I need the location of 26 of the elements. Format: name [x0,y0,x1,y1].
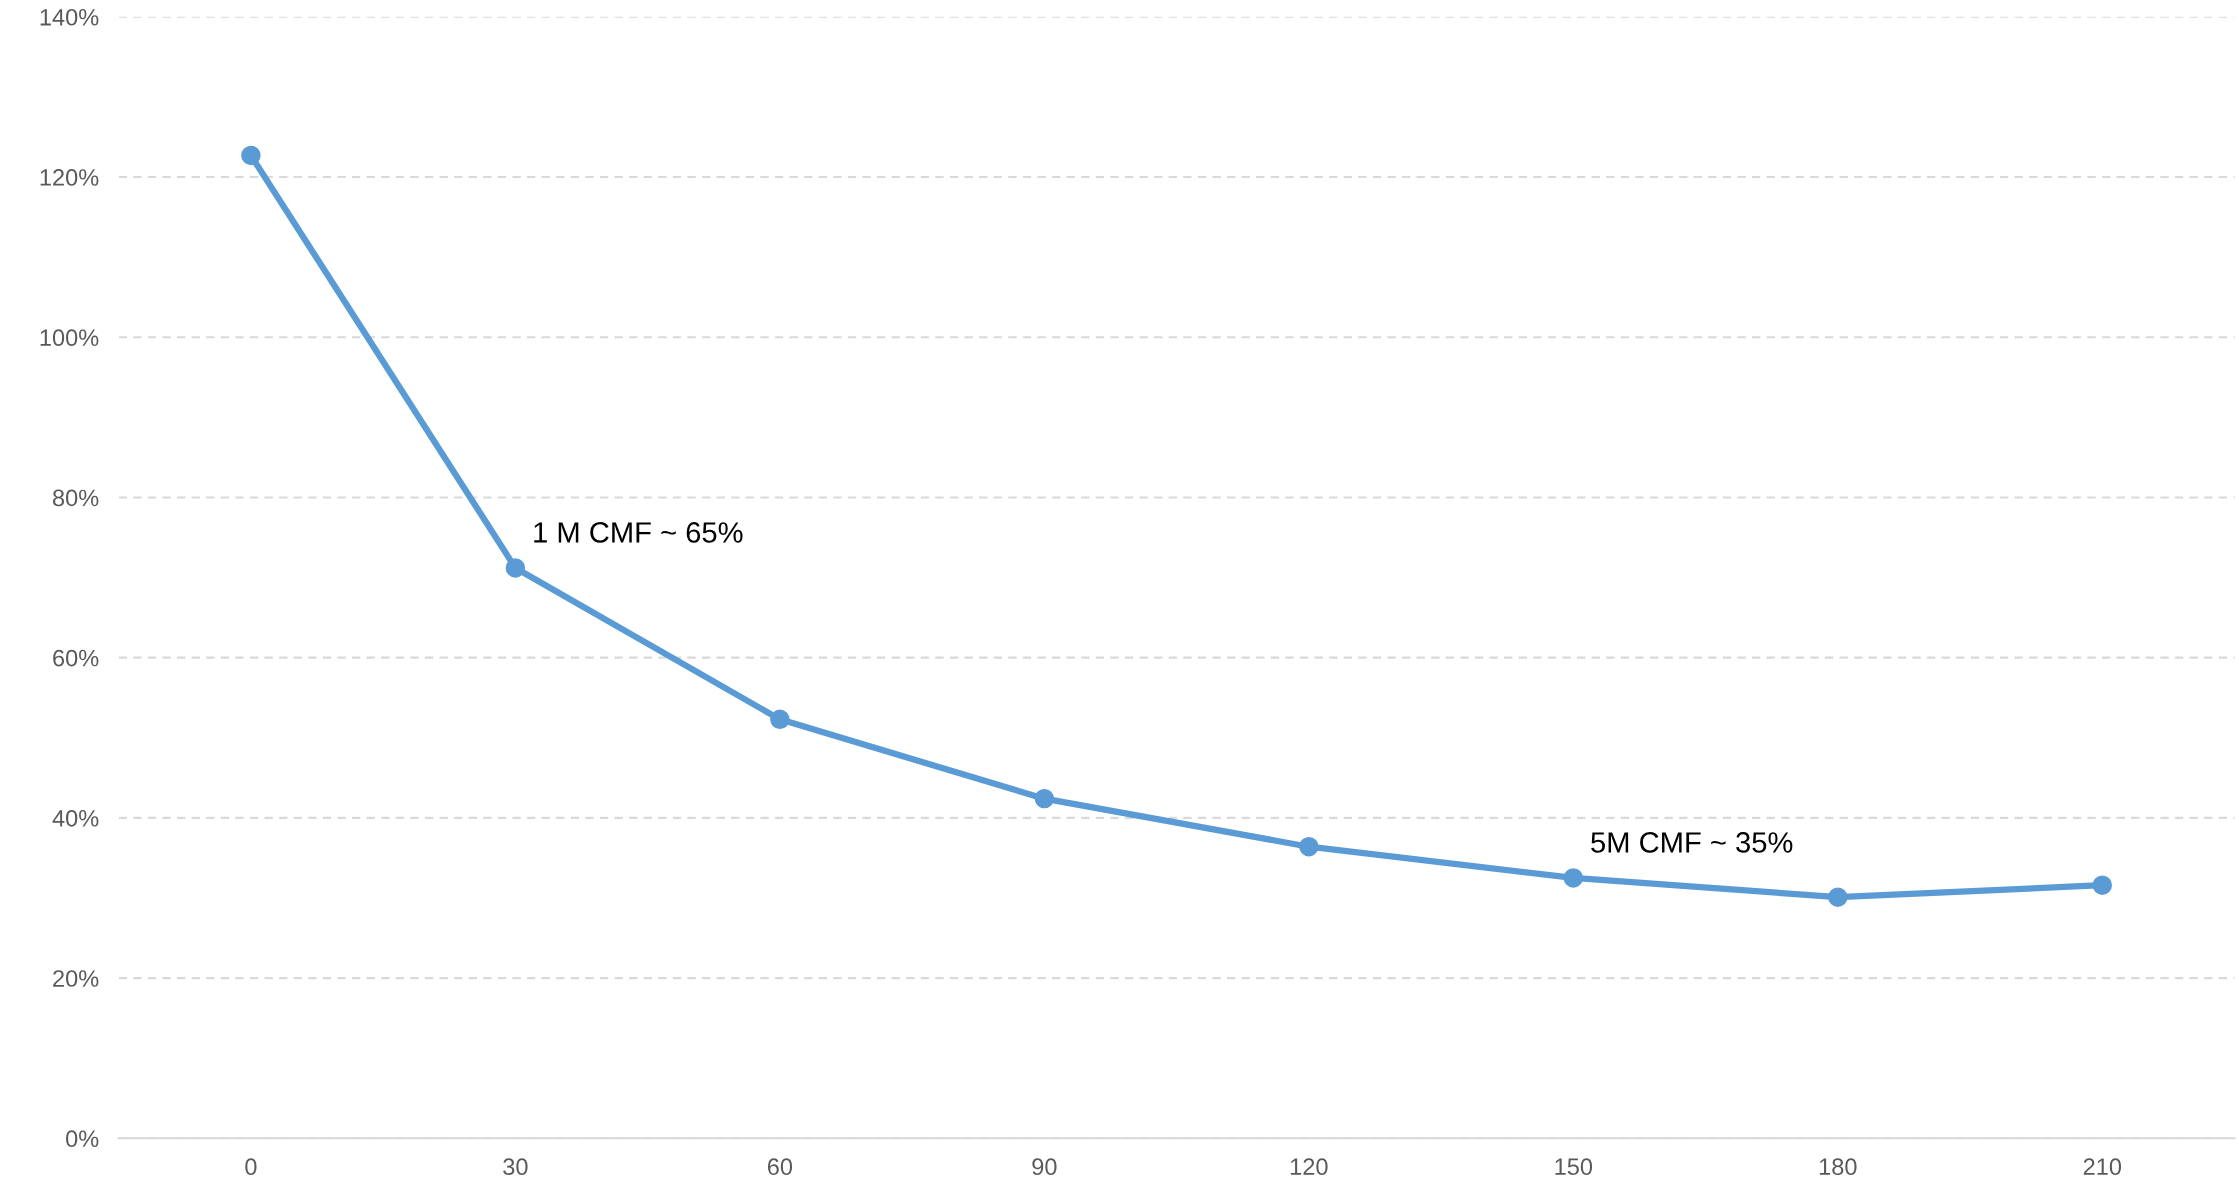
point [1034,788,1055,809]
x-tick-label: 180 [1819,1158,1857,1176]
point [1828,887,1848,907]
annotation: 5M CMF ~ 35% [1591,832,1793,853]
x-tick-label: 210 [2083,1158,2122,1176]
y-tick-label: 100% [40,329,99,347]
point [2092,875,2113,895]
point [505,558,526,578]
x-tick-label: 150 [1555,1158,1593,1176]
y-tick-label: 120% [40,169,99,186]
point [1563,868,1584,888]
x-tick-label: 90 [1032,1158,1057,1176]
y-tick-label: 20% [53,970,99,987]
annotation: 1 M CMF ~ 65% [534,522,743,543]
point [241,145,261,166]
x-tick-label: 60 [767,1158,793,1176]
x-tick-label: 0 [245,1158,257,1176]
y-tick-label: 80% [52,489,99,507]
y-tick-label: 140% [40,8,99,26]
y-tick-label: 60% [53,649,99,667]
point [770,709,790,730]
point [1299,836,1319,857]
y-tick-label: 0% [66,1130,99,1148]
y-tick-label: 40% [52,809,99,827]
x-tick-label: 30 [503,1158,528,1176]
x-tick-label: 120 [1290,1158,1328,1176]
